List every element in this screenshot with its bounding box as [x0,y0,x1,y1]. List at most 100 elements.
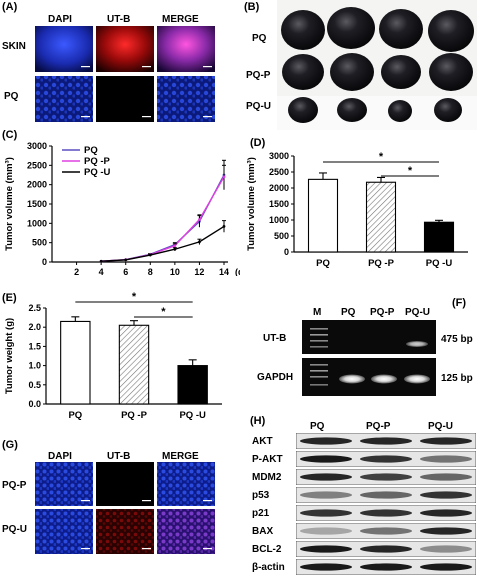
panel-h-band [360,437,412,445]
panel-f-lane-m: M [313,307,322,318]
panel-d-y-tick-label: 2000 [269,183,289,193]
panel-d-bar [365,181,397,253]
panel-c-data-point [148,253,152,257]
panel-c-y-tick-label: 3000 [27,141,47,151]
panel-g-letter: (G) [2,439,18,451]
panel-g-pqu-dapi [35,509,93,554]
panel-g-row-pqp: PQ-P [2,480,27,491]
panel-h-blot-strip [296,469,476,485]
panel-b-letter: (B) [244,1,260,13]
panel-e-bar [60,320,91,405]
panel-h-band [360,509,412,517]
panel-f-row-gapdh: GAPDH [257,372,294,383]
panel-b-row-pqu: PQ-U [246,101,271,112]
panel-h-row-label: p53 [252,490,270,501]
panel-c-series-line [101,225,225,262]
panel-g-header-dapi: DAPI [48,451,72,462]
panel-h-western-blot: AKT P-AKT MDM2 p53 p21 BAX BCL-2 β-actin [250,433,480,577]
panel-c-y-tick-label: 500 [32,238,47,248]
panel-e-category-label: PQ -U [179,410,206,421]
panel-e-y-tick-label: 1.5 [28,341,41,351]
panel-h-row-label: AKT [252,436,273,447]
panel-e-letter: (E) [2,292,17,304]
panel-e-bar [177,365,208,405]
panel-c-series-line [101,176,225,262]
panel-c-data-point [173,247,177,251]
panel-h-band [300,545,352,553]
panel-c-x-tick-label: 8 [148,267,153,276]
panel-f-lane-pqp: PQ-P [370,307,395,318]
panel-d-y-tick-label: 1000 [269,215,289,225]
panel-g-pqp-dapi [35,462,93,506]
panel-c-y-tick-label: 1000 [27,218,47,228]
panel-e-bar [118,324,150,405]
panel-g-row-pqu: PQ-U [2,524,27,535]
panel-c-data-point [198,240,201,244]
panel-g-header-merge: MERGE [162,451,199,462]
panel-h-band [300,473,352,481]
panel-c-x-tick-label: 6 [123,267,128,276]
panel-e-category-label: PQ -P [121,410,148,421]
panel-h-band [360,545,412,553]
panel-c-y-tick-label: 0 [42,257,47,267]
panel-a-pq-utb [96,76,154,122]
panel-h-band [420,563,472,571]
panel-c-x-tick-label: 2 [74,267,79,276]
panel-h-band [300,437,352,445]
panel-f-row-utb: UT-B [263,333,287,344]
panel-b-row-pqp: PQ-P [246,70,271,81]
panel-h-blot-strip [296,523,476,539]
panel-f-size-125: 125 bp [441,373,473,384]
panel-c-data-point [173,244,177,248]
panel-f-gel-image [302,320,436,396]
panel-c-letter: (C) [2,129,18,141]
panel-d-significance-star: * [408,165,413,177]
panel-a-letter: (A) [2,1,18,13]
panel-d-category-label: PQ -U [426,258,453,269]
panel-d-y-tick-label: 3000 [269,151,289,161]
panel-a-header-merge: MERGE [162,14,199,25]
panel-c-data-point [99,259,103,263]
panel-d-y-tick-label: 1500 [269,199,289,209]
panel-a-skin-dapi [35,26,93,72]
panel-e-bar-chart: 0.0 0.5 1.0 1.5 2.0 2.5 Tumor weight (g) PQ PQ -… [4,291,222,421]
panel-e-y-tick-label: 0.5 [28,380,41,390]
panel-h-band [420,491,472,499]
panel-e-y-tick-label: 2.5 [28,303,41,313]
panel-h-blot-strip [296,433,476,449]
panel-c-data-point [222,175,226,179]
panel-h-band [420,509,472,517]
panel-d-y-tick-label: 500 [274,231,289,241]
panel-d-y-tick-label: 0 [284,247,289,257]
panel-d-category-label: PQ -P [368,258,395,269]
panel-c-y-tick-label: 2500 [27,160,47,170]
panel-h-row-label: P-AKT [252,454,283,465]
panel-h-band [360,527,412,535]
panel-b-tumor-photo [277,0,477,130]
panel-a-header-dapi: DAPI [48,14,72,25]
panel-e-category-label: PQ [68,410,82,421]
panel-h-band [300,527,352,535]
panel-b-row-pq: PQ [252,33,267,44]
panel-d-bar-chart: 0 500 1000 1500 2000 2500 3000 Tumor volume (mm… [246,151,468,269]
panel-h-band [360,563,412,571]
panel-c-x-tick-label: 12 [194,267,204,276]
panel-e-y-tick-label: 2.0 [28,322,41,332]
panel-h-row-label: β-actin [252,562,285,573]
panel-g-pqp-utb [96,462,154,506]
panel-a-image-grid [35,26,215,122]
panel-d-letter: (D) [250,137,266,149]
panel-a-skin-merge [157,26,215,72]
panel-h-band [360,473,412,481]
panel-h-band [420,437,472,445]
panel-h-row-label: BCL-2 [252,544,282,555]
panel-c-legend-label: PQ -U [84,167,111,178]
panel-h-band [360,455,412,463]
panel-c-line-chart: 0 500 1000 1500 2000 2500 3000 2 4 6 8 10 12 14 (d) Tum… [4,141,240,276]
panel-h-band [300,563,352,571]
panel-a-skin-utb [96,26,154,72]
panel-f-lane-pq: PQ [341,307,356,318]
panel-c-x-tick-label: 10 [170,267,180,276]
panel-c-series-line [101,174,225,262]
panel-h-header-pq: PQ [310,421,325,432]
